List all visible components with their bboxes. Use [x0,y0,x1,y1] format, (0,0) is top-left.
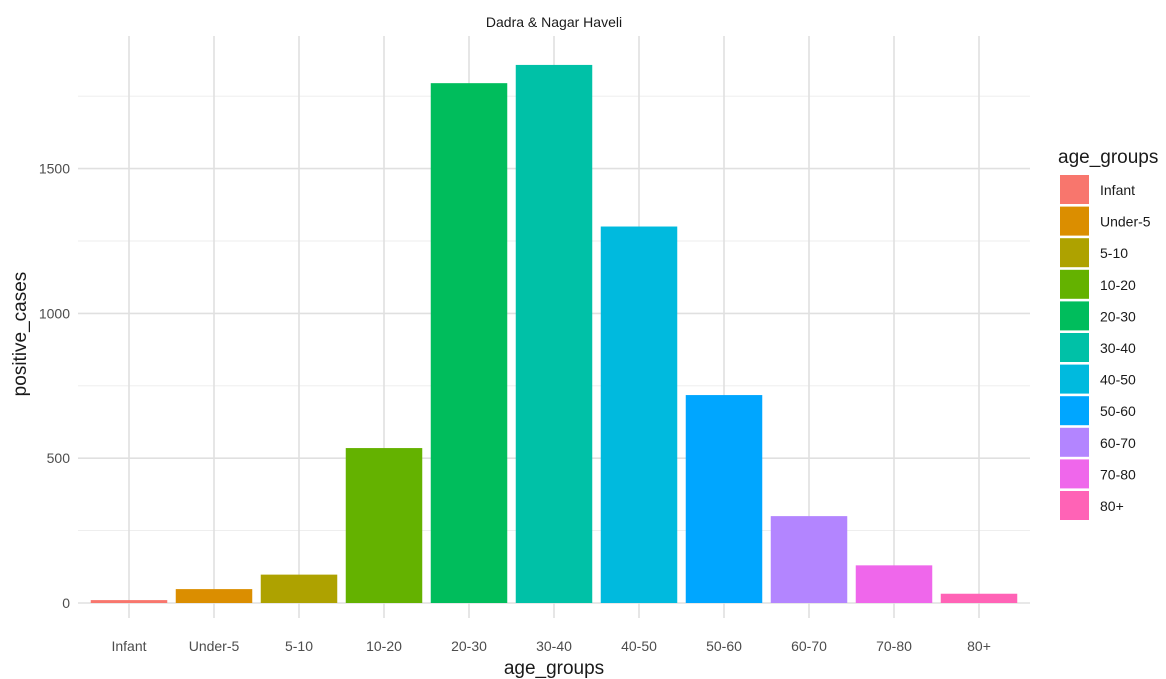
x-tick-label: 50-60 [706,638,742,654]
y-tick-labels: 0 500 1000 1500 [39,161,70,611]
legend-label: 70-80 [1100,466,1136,482]
bar-60-70 [770,516,848,603]
legend-label: 60-70 [1100,435,1136,451]
bar-40-50 [600,226,678,603]
y-tick-label: 1000 [39,305,70,321]
legend-label: Infant [1100,182,1135,198]
y-axis-title: positive_cases [10,272,31,397]
y-tick-label: 500 [47,450,71,466]
legend-item: 70-80 [1060,459,1136,489]
legend-title: age_groups [1058,147,1158,168]
bar-30-40 [515,64,593,603]
legend-swatch [1060,396,1089,426]
legend-swatch [1060,491,1089,520]
legend-swatch [1060,175,1089,204]
x-tick-label: 30-40 [536,638,572,654]
legend-swatch [1060,301,1089,331]
legend-item: 30-40 [1060,333,1136,362]
legend-label: 40-50 [1100,372,1136,388]
legend-item: 5-10 [1060,238,1128,268]
chart-title: Dadra & Nagar Haveli [486,14,622,30]
legend-label: Under-5 [1100,214,1151,230]
x-tick-label: 20-30 [451,638,487,654]
legend-item: Infant [1060,175,1135,204]
legend-swatch [1060,269,1089,299]
legend-item: 50-60 [1060,396,1136,426]
legend-swatch [1060,459,1089,489]
bar-50-60 [685,395,763,603]
legend-item: 20-30 [1060,301,1136,331]
legend-item: Under-5 [1060,206,1151,236]
legend: age_groups Infant Under-5 5-10 10-20 20-30 30… [1058,147,1158,520]
x-tick-labels: Infant Under-5 5-10 10-20 20-30 30-40 40-50 50-… [111,638,990,654]
bar-Under-5 [175,589,253,603]
legend-label: 20-30 [1100,308,1136,324]
legend-item: 80+ [1060,491,1124,520]
legend-items: Infant Under-5 5-10 10-20 20-30 30-40 40-50 50-… [1060,175,1151,520]
legend-swatch [1060,427,1089,457]
y-tick-label: 1500 [39,161,70,177]
bars [90,64,1018,604]
bar-5-10 [260,574,338,603]
x-axis-title: age_groups [504,658,604,679]
legend-item: 40-50 [1060,364,1136,394]
legend-label: 50-60 [1100,403,1136,419]
x-tick-label: 80+ [967,638,991,654]
x-tick-label: 40-50 [621,638,657,654]
bar-Infant [90,600,168,603]
legend-label: 80+ [1100,498,1124,514]
legend-label: 5-10 [1100,245,1128,261]
legend-label: 30-40 [1100,340,1136,356]
bar-70-80 [855,565,933,603]
legend-swatch [1060,238,1089,268]
bar-20-30 [430,83,508,604]
x-tick-label: 5-10 [285,638,313,654]
legend-item: 10-20 [1060,269,1136,299]
legend-swatch [1060,364,1089,394]
legend-label: 10-20 [1100,277,1136,293]
x-tick-label: Under-5 [189,638,240,654]
legend-swatch [1060,206,1089,236]
x-tick-label: 70-80 [876,638,912,654]
x-tick-label: 60-70 [791,638,827,654]
bar-10-20 [345,448,423,603]
x-tick-label: Infant [111,638,146,654]
y-tick-label: 0 [62,595,70,611]
legend-swatch [1060,333,1089,362]
legend-item: 60-70 [1060,427,1136,457]
bar-80+ [940,593,1018,603]
x-tick-label: 10-20 [366,638,402,654]
